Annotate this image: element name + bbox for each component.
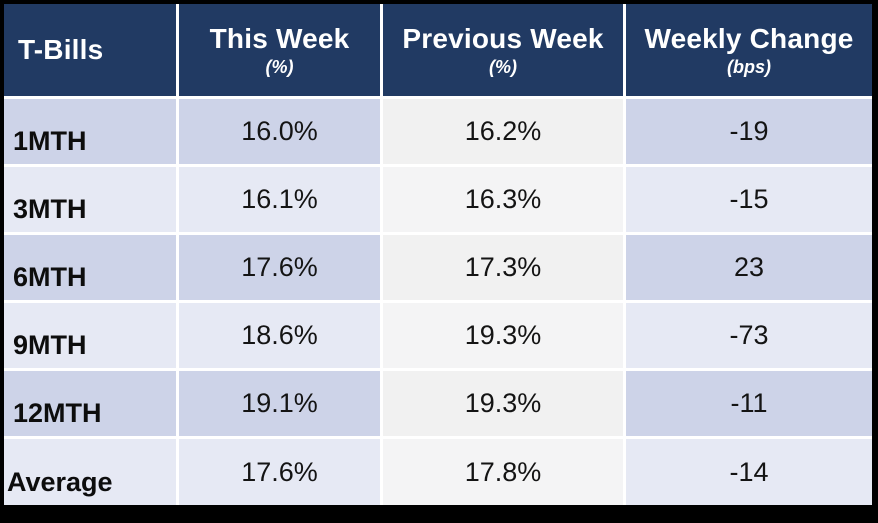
cell-this-week: 16.1%	[179, 167, 380, 232]
row-label-6mth: 6MTH	[4, 235, 176, 300]
cell-weekly-change: -19	[626, 99, 872, 164]
cell-previous-week: 16.3%	[383, 167, 623, 232]
header-cell-tbills: T-Bills	[4, 4, 176, 96]
cell-previous-week: 19.3%	[383, 303, 623, 368]
tbills-table: T-Bills This Week (%) Previous Week (%) …	[4, 4, 872, 505]
header-cell-this-week: This Week (%)	[179, 4, 380, 96]
column-header-label: Previous Week	[402, 22, 604, 54]
cell-this-week: 16.0%	[179, 99, 380, 164]
column-header-label: This Week	[209, 22, 350, 54]
cell-weekly-change: -11	[626, 371, 872, 436]
column-header-unit: (%)	[489, 57, 517, 78]
cell-weekly-change: -15	[626, 167, 872, 232]
cell-this-week: 19.1%	[179, 371, 380, 436]
cell-this-week: 17.6%	[179, 235, 380, 300]
cell-this-week: 18.6%	[179, 303, 380, 368]
header-cell-weekly-change: Weekly Change (bps)	[626, 4, 872, 96]
cell-this-week: 17.6%	[179, 439, 380, 505]
header-cell-previous-week: Previous Week (%)	[383, 4, 623, 96]
column-header-label: Weekly Change	[644, 22, 854, 54]
cell-weekly-change: -73	[626, 303, 872, 368]
row-label-3mth: 3MTH	[4, 167, 176, 232]
cell-previous-week: 17.3%	[383, 235, 623, 300]
column-header-unit: (bps)	[727, 57, 771, 78]
row-label-average: Average	[4, 439, 176, 505]
column-header-unit: (%)	[265, 57, 294, 78]
row-label-12mth: 12MTH	[4, 371, 176, 436]
cell-weekly-change: 23	[626, 235, 872, 300]
table-title: T-Bills	[18, 34, 104, 66]
row-label-9mth: 9MTH	[4, 303, 176, 368]
cell-previous-week: 16.2%	[383, 99, 623, 164]
cell-previous-week: 17.8%	[383, 439, 623, 505]
row-label-1mth: 1MTH	[4, 99, 176, 164]
cell-weekly-change: -14	[626, 439, 872, 505]
cell-previous-week: 19.3%	[383, 371, 623, 436]
